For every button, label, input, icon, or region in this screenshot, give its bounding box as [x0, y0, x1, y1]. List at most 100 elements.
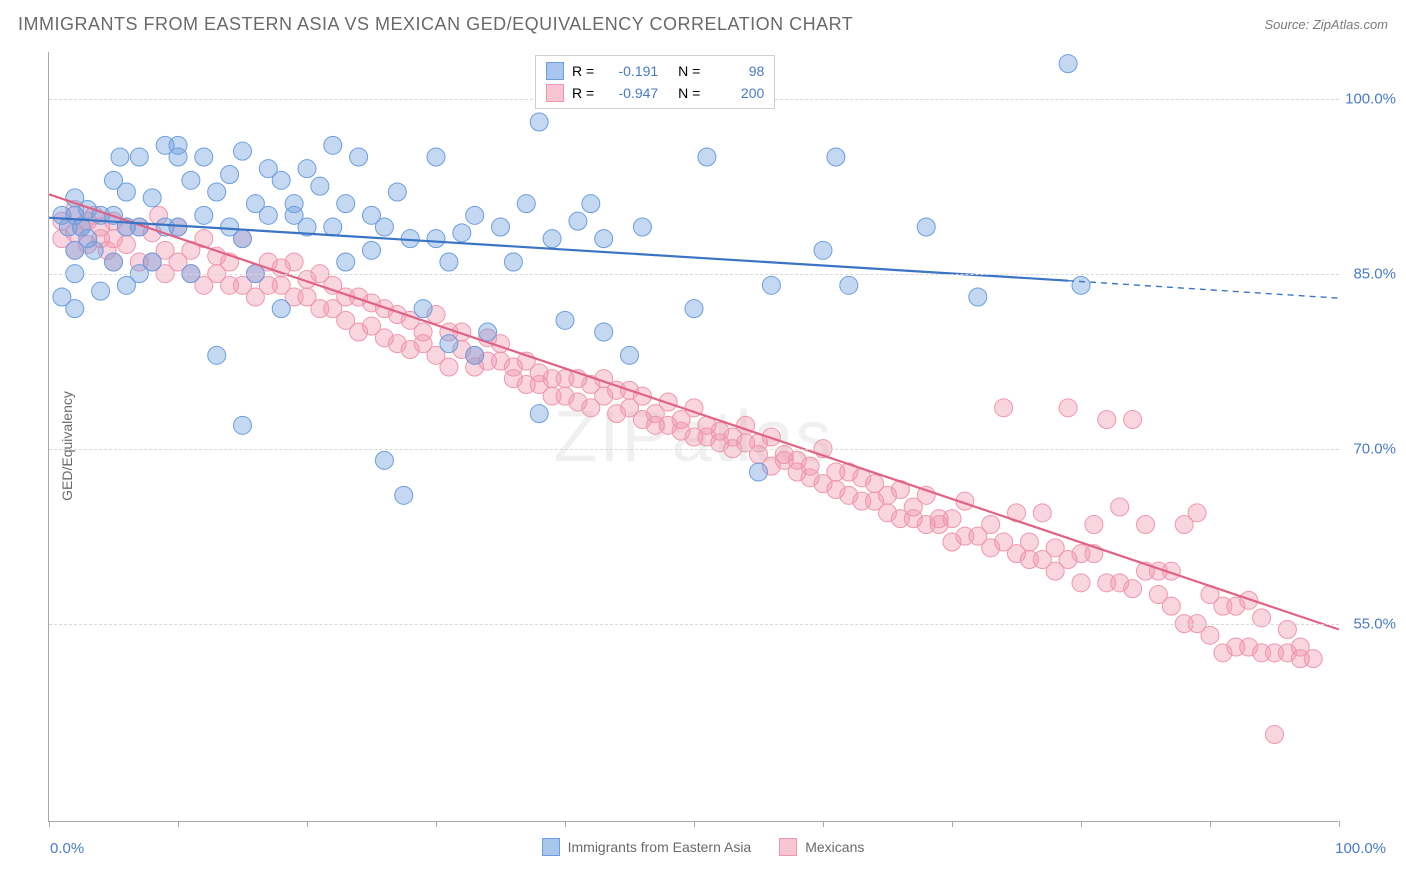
scatter-point	[479, 323, 497, 341]
scatter-point	[750, 463, 768, 481]
scatter-point	[595, 230, 613, 248]
scatter-point	[1304, 650, 1322, 668]
chart-area: ZIPatlas 55.0%70.0%85.0%100.0%	[48, 52, 1338, 822]
scatter-point	[698, 148, 716, 166]
x-tick	[436, 821, 437, 827]
scatter-point	[130, 148, 148, 166]
scatter-point	[85, 241, 103, 259]
r-value-mexicans: -0.947	[602, 85, 658, 101]
swatch-mexicans-icon	[546, 84, 564, 102]
scatter-point	[195, 206, 213, 224]
scatter-point	[440, 335, 458, 353]
scatter-point	[1201, 626, 1219, 644]
scatter-point	[633, 218, 651, 236]
trendline-eastern-asia	[49, 218, 1068, 281]
scatter-point	[1098, 411, 1116, 429]
scatter-point	[208, 346, 226, 364]
scatter-point	[1137, 516, 1155, 534]
scatter-point	[814, 241, 832, 259]
n-value-eastern-asia: 98	[708, 63, 764, 79]
scatter-point	[324, 136, 342, 154]
scatter-point	[530, 113, 548, 131]
trendline-mexicans	[49, 194, 1339, 629]
n-label: N =	[678, 63, 700, 79]
scatter-point	[234, 416, 252, 434]
legend-row-mexicans: R = -0.947 N = 200	[546, 82, 764, 104]
scatter-point	[1124, 580, 1142, 598]
scatter-point	[337, 195, 355, 213]
scatter-point	[105, 253, 123, 271]
scatter-point	[111, 148, 129, 166]
scatter-point	[234, 230, 252, 248]
scatter-point	[582, 195, 600, 213]
legend-label-eastern-asia: Immigrants from Eastern Asia	[568, 839, 752, 855]
scatter-point	[762, 276, 780, 294]
scatter-point	[1072, 276, 1090, 294]
scatter-point	[556, 311, 574, 329]
scatter-point	[1059, 399, 1077, 417]
scatter-point	[427, 230, 445, 248]
scatter-point	[285, 253, 303, 271]
scatter-point	[375, 218, 393, 236]
x-tick	[1210, 821, 1211, 827]
swatch-eastern-asia-icon	[546, 62, 564, 80]
scatter-point	[1020, 533, 1038, 551]
grid-line	[49, 449, 1339, 450]
scatter-point	[182, 171, 200, 189]
n-label: N =	[678, 85, 700, 101]
x-tick	[823, 821, 824, 827]
r-value-eastern-asia: -0.191	[602, 63, 658, 79]
scatter-point	[1059, 55, 1077, 73]
swatch-mexicans-icon	[779, 838, 797, 856]
x-tick	[1339, 821, 1340, 827]
scatter-point	[298, 160, 316, 178]
legend-item-eastern-asia: Immigrants from Eastern Asia	[542, 838, 752, 856]
scatter-point	[569, 212, 587, 230]
scatter-point	[440, 253, 458, 271]
scatter-point	[504, 253, 522, 271]
scatter-point	[388, 183, 406, 201]
scatter-point	[143, 189, 161, 207]
x-tick	[307, 821, 308, 827]
x-tick	[1081, 821, 1082, 827]
scatter-point	[621, 346, 639, 364]
y-tick-label: 100.0%	[1345, 90, 1396, 107]
scatter-point	[685, 300, 703, 318]
scatter-point	[943, 510, 961, 528]
x-tick	[49, 821, 50, 827]
x-tick	[952, 821, 953, 827]
scatter-point	[169, 136, 187, 154]
scatter-point	[117, 236, 135, 254]
y-tick-label: 70.0%	[1353, 440, 1396, 457]
scatter-point	[117, 183, 135, 201]
scatter-point	[259, 206, 277, 224]
scatter-point	[234, 142, 252, 160]
scatter-point	[272, 300, 290, 318]
scatter-point	[466, 346, 484, 364]
n-value-mexicans: 200	[708, 85, 764, 101]
scatter-point	[414, 300, 432, 318]
grid-line	[49, 274, 1339, 275]
legend-item-mexicans: Mexicans	[779, 838, 864, 856]
scatter-point	[453, 224, 471, 242]
scatter-point	[1124, 411, 1142, 429]
scatter-point	[195, 148, 213, 166]
scatter-point	[595, 323, 613, 341]
r-label: R =	[572, 85, 594, 101]
scatter-point	[982, 516, 1000, 534]
scatter-point	[1085, 516, 1103, 534]
scatter-point	[324, 218, 342, 236]
scatter-point	[395, 486, 413, 504]
x-tick	[694, 821, 695, 827]
scatter-point	[1033, 504, 1051, 522]
legend-row-eastern-asia: R = -0.191 N = 98	[546, 60, 764, 82]
scatter-point	[1188, 504, 1206, 522]
source-label: Source: ZipAtlas.com	[1264, 17, 1388, 32]
y-tick-label: 85.0%	[1353, 265, 1396, 282]
scatter-point	[143, 253, 161, 271]
scatter-point	[311, 177, 329, 195]
legend-label-mexicans: Mexicans	[805, 839, 864, 855]
scatter-point	[517, 195, 535, 213]
scatter-point	[285, 195, 303, 213]
chart-title: IMMIGRANTS FROM EASTERN ASIA VS MEXICAN …	[18, 14, 853, 35]
